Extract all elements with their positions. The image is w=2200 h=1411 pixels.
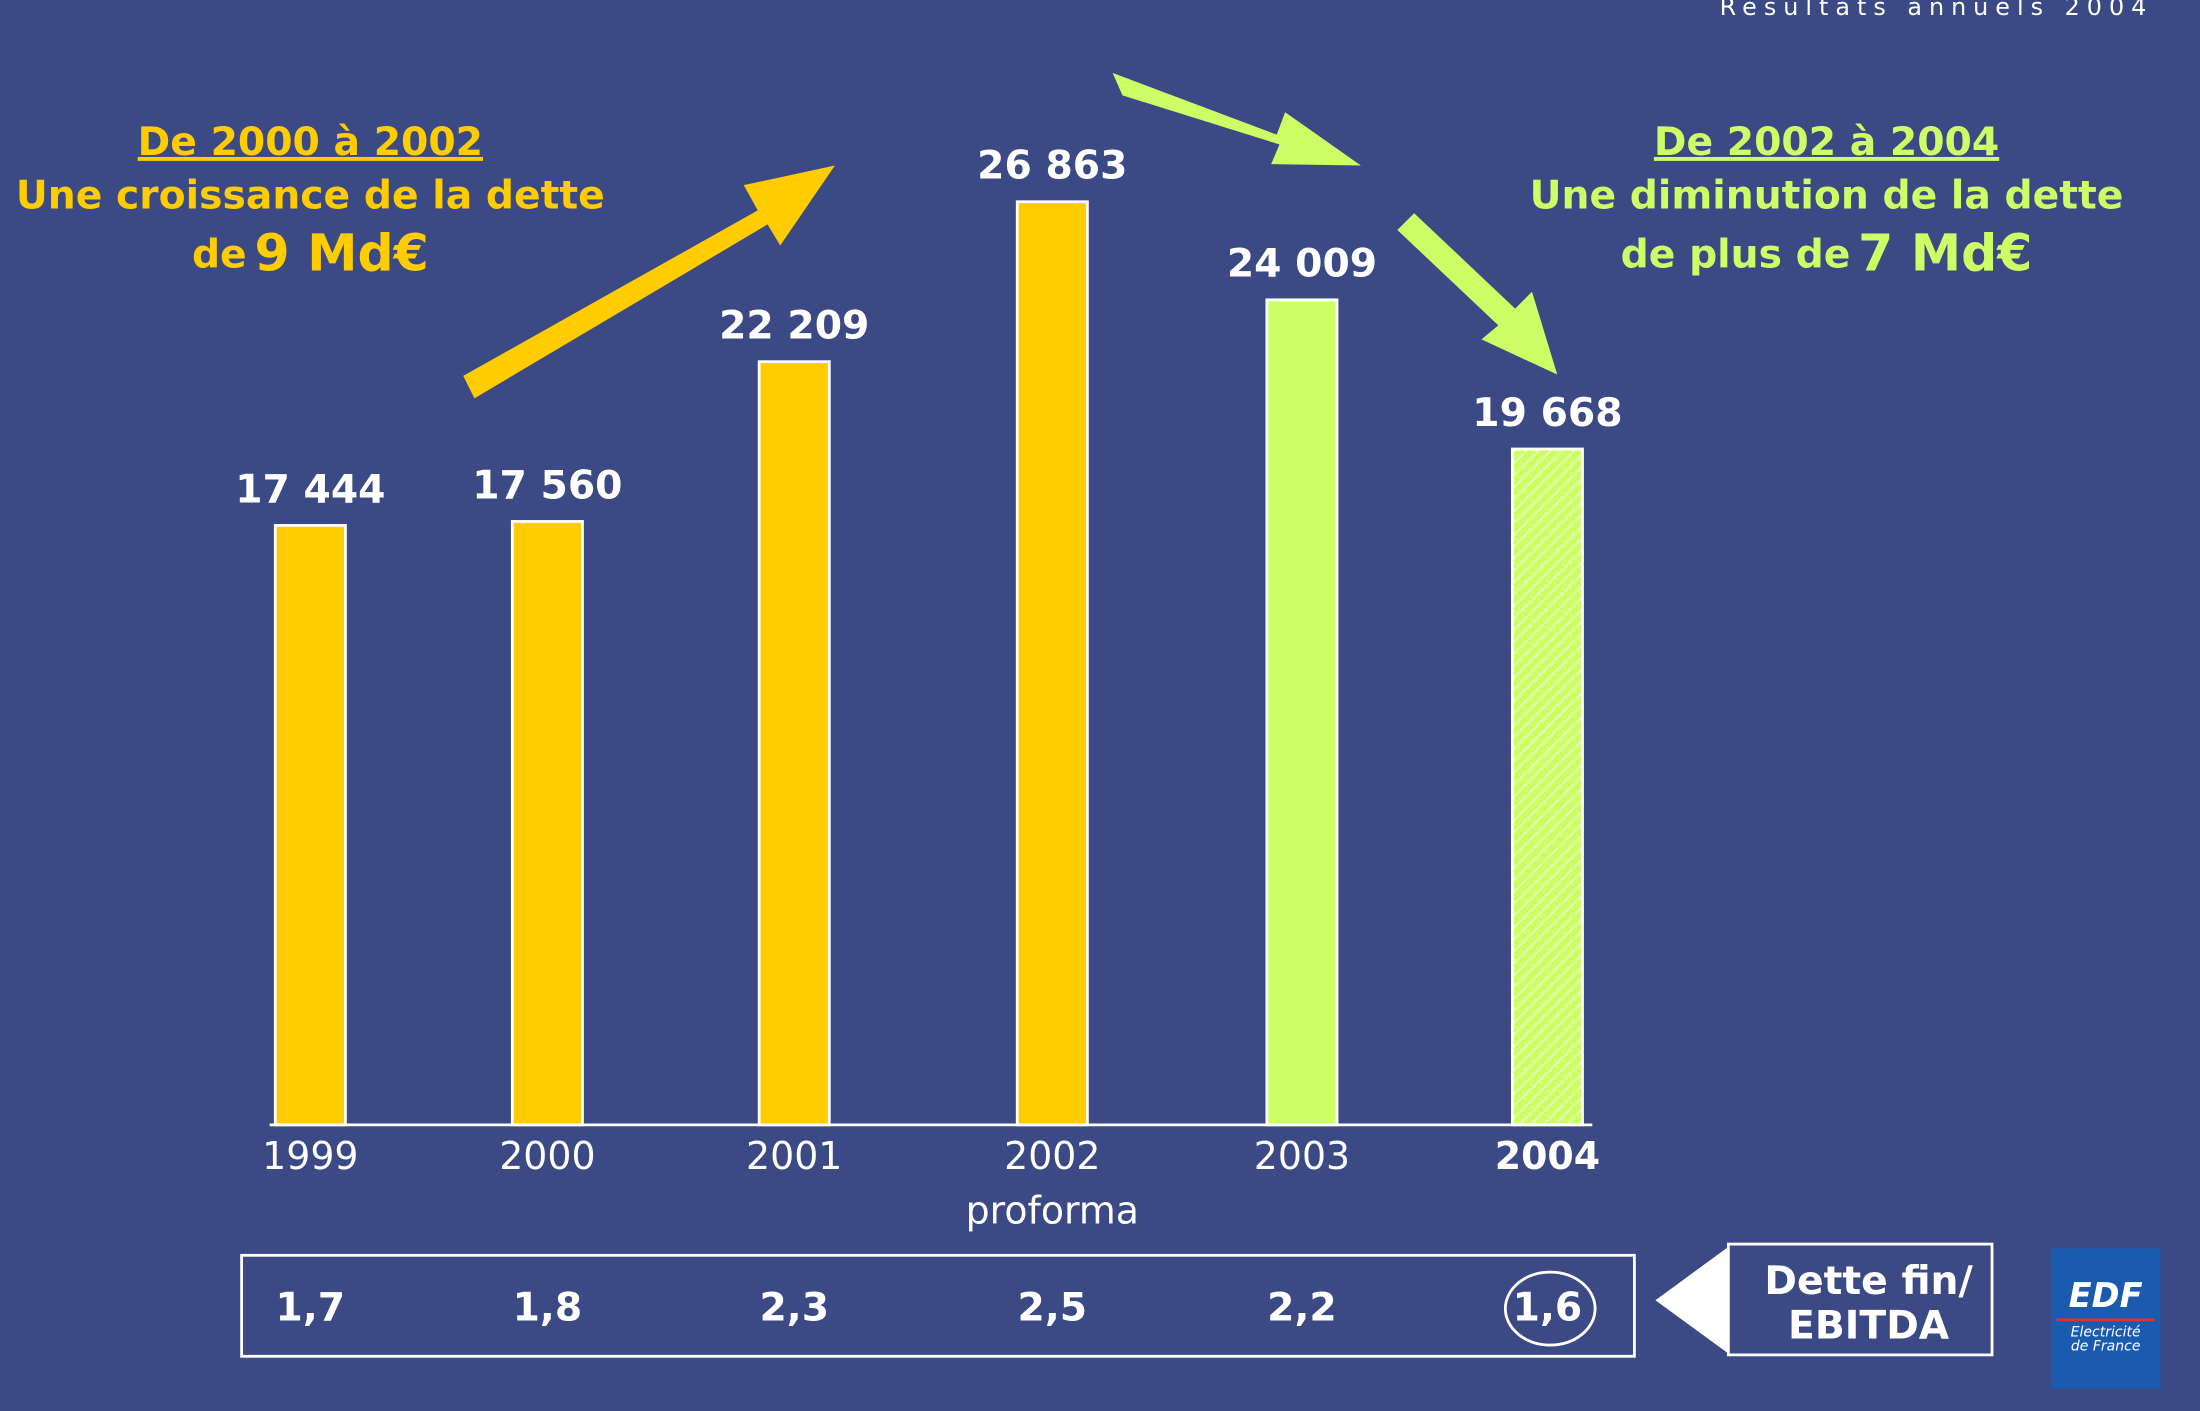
x-tick-label: 2003 bbox=[1254, 1134, 1350, 1178]
bar bbox=[273, 524, 347, 1127]
ratio-value: 1,6 bbox=[1513, 1286, 1583, 1331]
header: Résultats annuels 2004 bbox=[1720, 0, 2154, 21]
ratio-highlight bbox=[1503, 1270, 1597, 1347]
ratio-value: 2,3 bbox=[759, 1286, 829, 1331]
annotation-text: de 9 Md€ bbox=[192, 223, 429, 282]
arrow-right bbox=[1112, 72, 1361, 166]
value-label: 17 444 bbox=[235, 467, 385, 512]
x-tick-label: 1999 bbox=[262, 1134, 358, 1178]
logo-name: EDF bbox=[2069, 1276, 2143, 1315]
bar bbox=[1510, 447, 1584, 1127]
ratio-value: 1,7 bbox=[276, 1286, 346, 1331]
ratio-box bbox=[240, 1253, 1636, 1358]
value-label: 24 009 bbox=[1227, 242, 1377, 287]
arrow-up bbox=[463, 165, 835, 399]
annotation-amount: 7 Md€ bbox=[1858, 223, 2032, 282]
value-label: 22 209 bbox=[719, 304, 869, 349]
value-label: 17 560 bbox=[472, 463, 622, 508]
annotation-text: Une croissance de la dette bbox=[16, 173, 605, 218]
logo-text: de France bbox=[2071, 1338, 2141, 1354]
annotation-text: Une diminution de la dette bbox=[1530, 173, 2124, 218]
ratio-label: Dette fin/ bbox=[1764, 1259, 1973, 1304]
value-label: 19 668 bbox=[1472, 391, 1622, 436]
x-tick-label: 2002 bbox=[1004, 1134, 1100, 1178]
bar bbox=[510, 520, 584, 1127]
bar bbox=[1265, 298, 1339, 1127]
bar bbox=[1015, 200, 1089, 1127]
ratio-value: 2,2 bbox=[1267, 1286, 1337, 1331]
x-tick-label: 2000 bbox=[499, 1134, 595, 1178]
arrow-down bbox=[1397, 213, 1558, 375]
x-tick-label: 2001 bbox=[746, 1134, 842, 1178]
ratio-pointer bbox=[1655, 1246, 1729, 1354]
value-label: 26 863 bbox=[977, 144, 1127, 189]
bar bbox=[757, 360, 831, 1127]
annotation-title: De 2000 à 2002 bbox=[138, 120, 483, 165]
ratio-label: EBITDA bbox=[1788, 1304, 1950, 1349]
category-note: proforma bbox=[966, 1189, 1139, 1233]
ratio-value: 1,8 bbox=[513, 1286, 583, 1331]
x-tick-label: 2004 bbox=[1495, 1134, 1600, 1178]
annotation-title: De 2002 à 2004 bbox=[1654, 120, 1999, 165]
annotation-text: de bbox=[192, 232, 247, 277]
annotation-amount: 9 Md€ bbox=[255, 223, 429, 282]
logo-text: Electricité bbox=[2071, 1324, 2141, 1340]
annotation-text: de plus de 7 Md€ bbox=[1621, 223, 2033, 282]
ratio-value: 2,5 bbox=[1018, 1286, 1088, 1331]
annotation-right: De 2002 à 2004 Une diminution de la dett… bbox=[1530, 120, 2124, 282]
annotation-left: De 2000 à 2002 Une croissance de la dett… bbox=[16, 120, 605, 282]
annotation-text: de plus de bbox=[1621, 232, 1851, 277]
